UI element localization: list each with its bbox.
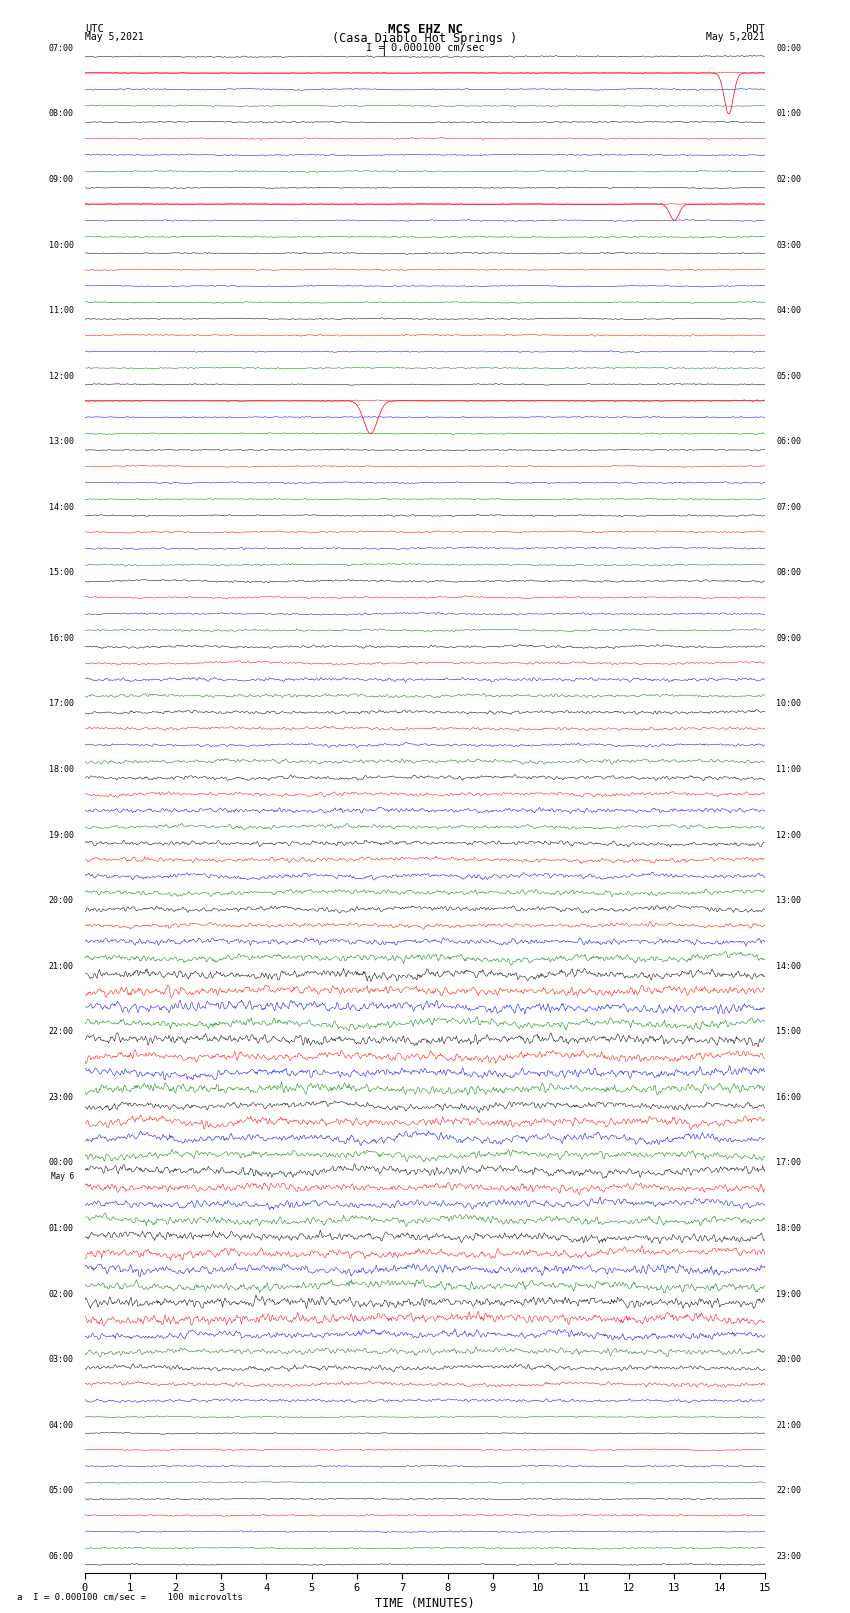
Text: May 5,2021: May 5,2021 (85, 32, 144, 42)
Text: 23:00: 23:00 (48, 1094, 74, 1102)
Text: 03:00: 03:00 (48, 1355, 74, 1365)
Text: 08:00: 08:00 (776, 568, 802, 577)
Text: 17:00: 17:00 (48, 700, 74, 708)
Text: 22:00: 22:00 (776, 1486, 802, 1495)
Text: 14:00: 14:00 (48, 503, 74, 511)
Text: 02:00: 02:00 (776, 176, 802, 184)
Text: 12:00: 12:00 (48, 371, 74, 381)
Text: 09:00: 09:00 (776, 634, 802, 644)
Text: 10:00: 10:00 (48, 240, 74, 250)
Text: 21:00: 21:00 (776, 1421, 802, 1429)
Text: 06:00: 06:00 (48, 1552, 74, 1561)
Text: 00:00: 00:00 (48, 1158, 74, 1168)
Text: 04:00: 04:00 (776, 306, 802, 315)
Text: 04:00: 04:00 (48, 1421, 74, 1429)
Text: 18:00: 18:00 (48, 765, 74, 774)
Text: 13:00: 13:00 (48, 437, 74, 447)
Text: 13:00: 13:00 (776, 897, 802, 905)
Text: 06:00: 06:00 (776, 437, 802, 447)
Text: 20:00: 20:00 (776, 1355, 802, 1365)
Text: 22:00: 22:00 (48, 1027, 74, 1036)
Text: 18:00: 18:00 (776, 1224, 802, 1232)
Text: 08:00: 08:00 (48, 110, 74, 118)
Text: ▏: ▏ (383, 40, 390, 56)
Text: 01:00: 01:00 (48, 1224, 74, 1232)
Text: PDT: PDT (746, 24, 765, 34)
Text: 19:00: 19:00 (48, 831, 74, 840)
Text: 11:00: 11:00 (48, 306, 74, 315)
Text: 02:00: 02:00 (48, 1289, 74, 1298)
Text: I = 0.000100 cm/sec: I = 0.000100 cm/sec (366, 44, 484, 53)
Text: 10:00: 10:00 (776, 700, 802, 708)
Text: May 5,2021: May 5,2021 (706, 32, 765, 42)
Text: 07:00: 07:00 (776, 503, 802, 511)
Text: 15:00: 15:00 (48, 568, 74, 577)
Text: 07:00: 07:00 (48, 44, 74, 53)
Text: 01:00: 01:00 (776, 110, 802, 118)
Text: 17:00: 17:00 (776, 1158, 802, 1168)
Text: 00:00: 00:00 (776, 44, 802, 53)
Text: 05:00: 05:00 (48, 1486, 74, 1495)
Text: 11:00: 11:00 (776, 765, 802, 774)
Text: 23:00: 23:00 (776, 1552, 802, 1561)
Text: 16:00: 16:00 (48, 634, 74, 644)
Text: 21:00: 21:00 (48, 961, 74, 971)
Text: MCS EHZ NC: MCS EHZ NC (388, 23, 462, 35)
Text: 03:00: 03:00 (776, 240, 802, 250)
Text: (Casa Diablo Hot Springs ): (Casa Diablo Hot Springs ) (332, 32, 518, 45)
Text: UTC: UTC (85, 24, 104, 34)
Text: 19:00: 19:00 (776, 1289, 802, 1298)
Text: 15:00: 15:00 (776, 1027, 802, 1036)
Text: May 6: May 6 (50, 1171, 74, 1181)
Text: 16:00: 16:00 (776, 1094, 802, 1102)
X-axis label: TIME (MINUTES): TIME (MINUTES) (375, 1597, 475, 1610)
Text: 14:00: 14:00 (776, 961, 802, 971)
Text: 12:00: 12:00 (776, 831, 802, 840)
Text: 05:00: 05:00 (776, 371, 802, 381)
Text: a  I = 0.000100 cm/sec =    100 microvolts: a I = 0.000100 cm/sec = 100 microvolts (17, 1592, 243, 1602)
Text: 09:00: 09:00 (48, 176, 74, 184)
Text: 20:00: 20:00 (48, 897, 74, 905)
